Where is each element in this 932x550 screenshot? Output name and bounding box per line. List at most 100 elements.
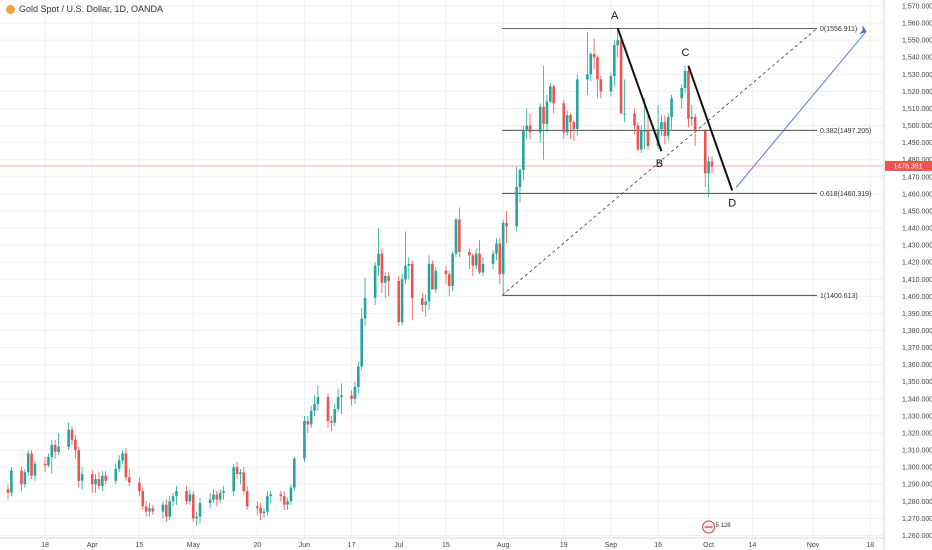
wave-cd-line[interactable] (687, 65, 734, 191)
candle-body (161, 504, 165, 512)
wave-label-c: C (681, 47, 689, 59)
time-tick-label: 18 (41, 542, 49, 549)
candle-body (255, 506, 259, 509)
candle-body (525, 125, 529, 131)
time-tick-label: Jul (394, 542, 403, 549)
candle-body (515, 187, 518, 227)
time-tick-label: 16 (654, 542, 662, 549)
candle-body (185, 491, 188, 502)
candle-body (67, 429, 70, 447)
candle-body (407, 263, 411, 266)
candle-body (350, 395, 353, 399)
candle-body (421, 298, 424, 305)
candle-body (542, 106, 545, 124)
candle-body (545, 101, 549, 124)
candle-body (616, 40, 619, 46)
candle-body (599, 79, 603, 92)
time-tick-label: 15 (442, 542, 450, 549)
candle-body (383, 275, 387, 283)
candle-body (289, 487, 293, 502)
wave-drawing-layer[interactable]: A B C D (611, 10, 867, 209)
price-tick-label: 1,350.000 (902, 379, 932, 386)
chart-title-bar: Gold Spot / U.S. Dollar, 1D, OANDA (6, 4, 163, 14)
candle-body (565, 115, 569, 133)
candle-body (53, 444, 57, 452)
candle-body (353, 386, 357, 399)
current-price-badge (885, 160, 932, 171)
candle-body (656, 128, 660, 147)
projection-arrow-line[interactable] (735, 31, 867, 188)
price-tick-label: 1,470.000 (902, 174, 932, 181)
candle-body (309, 410, 313, 425)
price-tick-label: 1,560.000 (902, 21, 932, 28)
price-tick-label: 1,280.000 (902, 499, 932, 506)
candle-body (552, 86, 555, 104)
time-tick-label: 20 (253, 542, 261, 549)
candle-body (447, 274, 451, 287)
event-marker-label: 5 128 (716, 523, 732, 529)
candle-body (468, 251, 471, 256)
candle-body (117, 460, 121, 469)
candle-body (30, 453, 33, 476)
fib-level-label: 1(1400.613) (820, 293, 858, 300)
candle-body (427, 263, 431, 302)
candle-body (471, 255, 475, 266)
candle-body (50, 444, 54, 457)
candle-body (47, 456, 50, 466)
candle-body (498, 243, 502, 275)
time-tick-label: 15 (135, 542, 143, 549)
candle-body (23, 472, 27, 485)
time-tick-label: Apr (87, 542, 99, 549)
candle-body (569, 115, 572, 123)
candle-body (303, 421, 306, 459)
price-tick-label: 1,450.000 (902, 208, 932, 215)
time-tick-label: 14 (749, 542, 757, 549)
candle-body (286, 501, 289, 505)
candle-body (262, 511, 266, 514)
candle-body (306, 421, 310, 425)
candle-body (633, 113, 636, 126)
candle-body (613, 45, 616, 77)
candle-body (505, 222, 508, 227)
price-tick-label: 1,340.000 (902, 396, 932, 403)
candle-body (104, 475, 107, 481)
wave-ab-line[interactable] (616, 27, 663, 152)
candle-body (707, 161, 710, 174)
candles-layer (6, 28, 714, 526)
candle-body (377, 253, 380, 266)
candle-body (538, 106, 542, 133)
candle-body (670, 98, 673, 118)
candle-body (363, 298, 367, 319)
candle-body (434, 270, 438, 290)
candle-body (242, 472, 246, 492)
price-tick-label: 1,310.000 (902, 448, 932, 455)
candle-body (683, 70, 687, 88)
candle-body (501, 222, 505, 275)
candle-body (121, 453, 124, 461)
candle-body (114, 468, 118, 481)
candle-body (90, 473, 94, 485)
time-tick-label: 18 (866, 542, 874, 549)
candle-body (522, 130, 525, 170)
candle-body (687, 70, 690, 119)
price-tick-label: 1,430.000 (902, 243, 932, 250)
candle-body (360, 318, 363, 367)
candle-body (20, 470, 23, 485)
candle-body (330, 421, 333, 423)
candle-body (57, 446, 60, 452)
fib-trend-line[interactable] (501, 28, 818, 296)
candle-body (680, 87, 683, 99)
fib-retracement-layer[interactable]: 0(1556.911) 0.382(1497.205) 0.618(1460.319… (501, 26, 871, 300)
candle-body (313, 403, 316, 411)
candle-body (619, 40, 623, 114)
candle-body (491, 253, 495, 264)
candle-body (316, 397, 320, 404)
candle-body (562, 103, 566, 133)
candle-body (663, 122, 667, 136)
candle-body (239, 472, 242, 474)
price-tick-label: 1,370.000 (902, 345, 932, 352)
time-tick-label: Oct (703, 542, 714, 549)
